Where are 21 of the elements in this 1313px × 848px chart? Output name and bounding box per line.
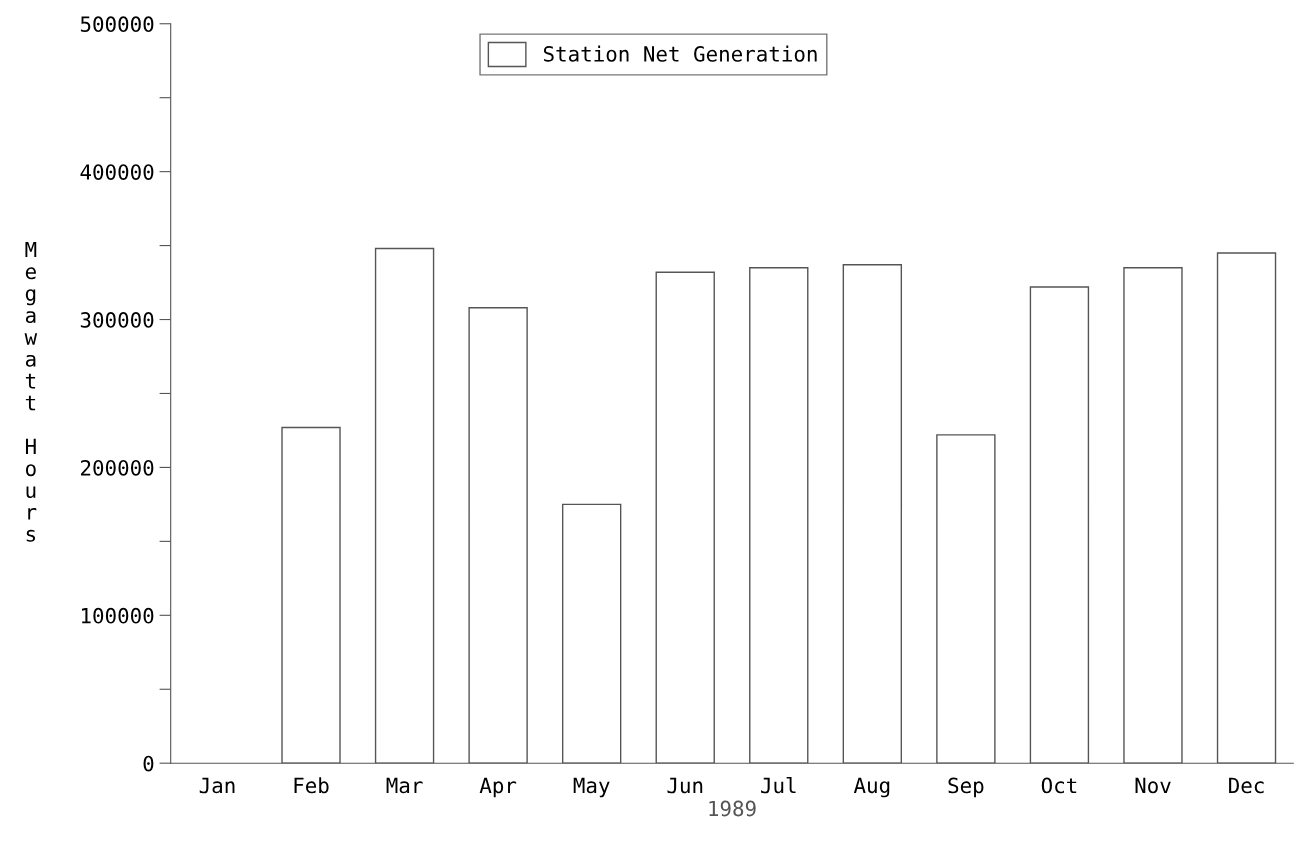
x-tick-label: Oct <box>1041 777 1077 794</box>
x-tick-label: Jan <box>199 777 235 794</box>
y-tick-label: 500000 <box>80 16 154 33</box>
x-tick-label: Aug <box>853 777 890 798</box>
x-tick-label: Sep <box>948 777 984 798</box>
legend-label: Station Net Generation <box>543 45 817 62</box>
y-tick-label: 200000 <box>81 459 154 476</box>
x-tick-label: Feb <box>294 777 329 794</box>
x-tick-label: Nov <box>1135 777 1171 794</box>
text: Megawatt Hours <box>24 241 38 542</box>
y-tick-label: 100000 <box>81 607 154 624</box>
x-tick-label: Jun <box>667 777 703 794</box>
x-axis-title: 1989 <box>709 800 756 817</box>
x-tick-label: Jul <box>761 777 796 794</box>
x-tick-label: Mar <box>386 777 423 794</box>
x-tick-label: Dec <box>1229 777 1264 794</box>
y-tick-label: 0 <box>143 755 154 772</box>
y-tick-label: 300000 <box>80 312 154 328</box>
x-tick-label: May <box>573 777 610 798</box>
x-tick-label: Apr <box>479 777 517 798</box>
y-tick-label: 400000 <box>80 164 154 180</box>
